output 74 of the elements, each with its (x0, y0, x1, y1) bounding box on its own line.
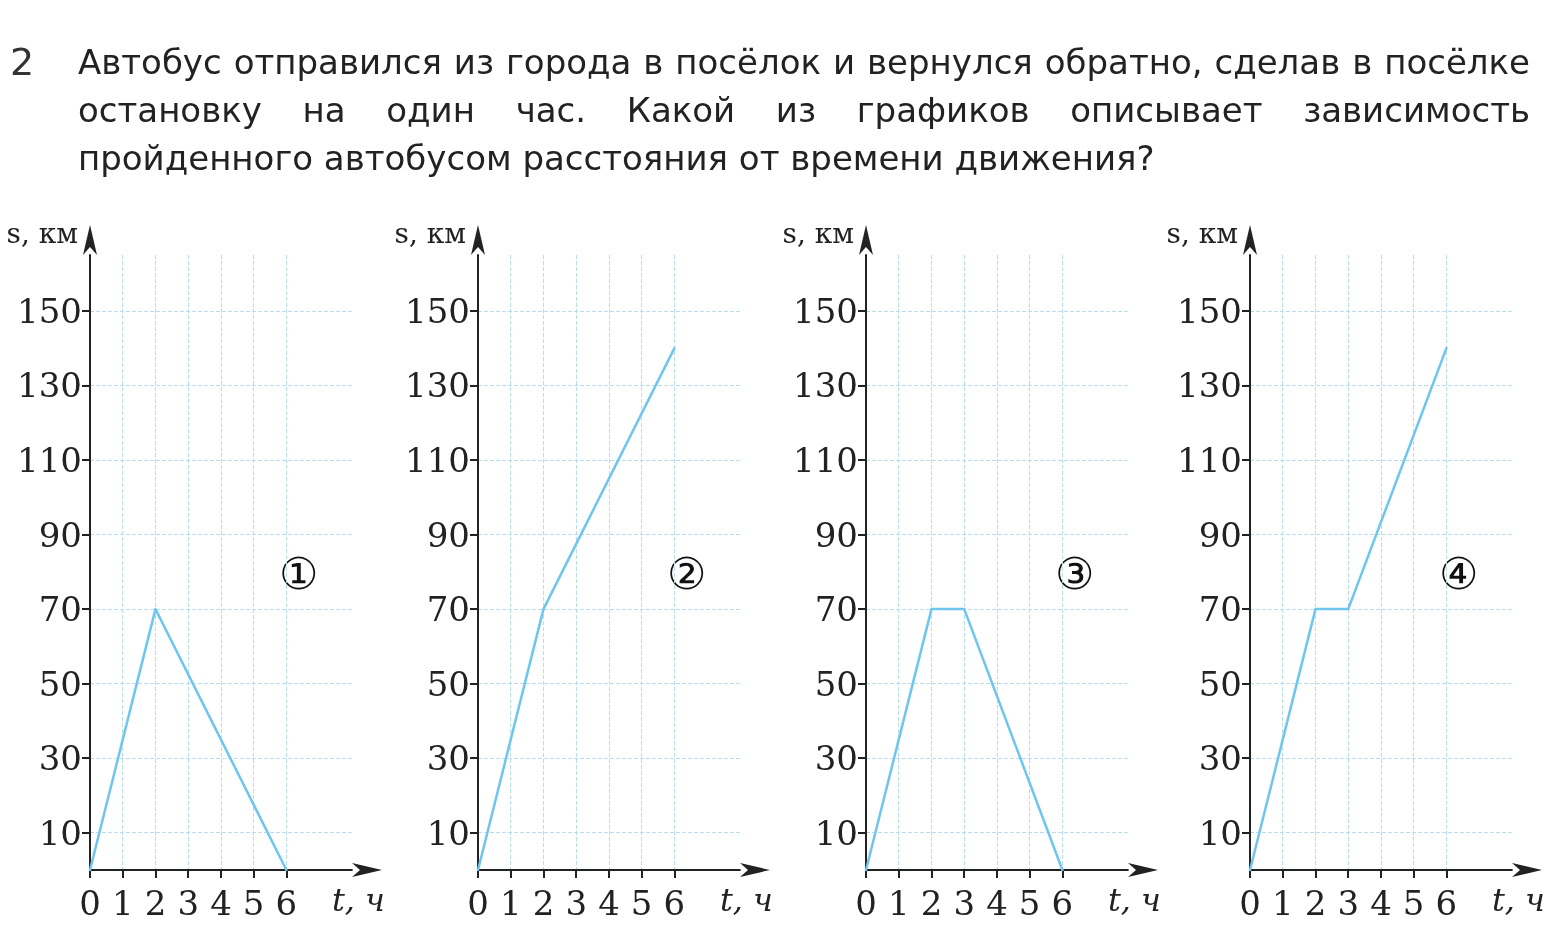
y-tick-label: 150 (1177, 290, 1242, 331)
x-tick-label: 3 (177, 883, 200, 923)
x-tick-label: 5 (242, 883, 265, 923)
y-tick-label: 130 (793, 365, 858, 406)
x-tick-label: 5 (1018, 883, 1041, 923)
x-axis-title: t, ч (1107, 881, 1161, 919)
y-tick-label: 70 (814, 589, 858, 630)
y-tick-label: 50 (1198, 663, 1242, 704)
x-tick-label: 0 (79, 883, 101, 923)
y-tick-label: 90 (1198, 514, 1242, 555)
y-tick-label: 50 (426, 663, 470, 704)
x-tick-label: 0 (1239, 883, 1261, 923)
y-tick-label: 130 (1177, 365, 1242, 406)
y-tick-label: 150 (793, 290, 858, 331)
y-tick-label: 70 (38, 589, 82, 630)
y-tick-label: 10 (426, 812, 470, 853)
y-tick-label: 150 (17, 290, 82, 331)
x-axis-title: t, ч (719, 881, 773, 919)
y-tick-label: 110 (405, 440, 470, 480)
y-tick-label: 90 (814, 514, 858, 555)
x-tick-label: 4 (986, 883, 1008, 923)
y-tick-label: 130 (17, 365, 82, 406)
y-tick-label: 90 (426, 514, 470, 555)
x-tick-label: 0 (855, 883, 877, 923)
x-axis-title: t, ч (331, 881, 385, 919)
x-tick-label: 2 (920, 883, 943, 923)
x-tick-label: 2 (1304, 883, 1327, 923)
y-tick-label: 10 (1198, 812, 1242, 853)
x-tick-label: 1 (887, 883, 910, 923)
y-tick-label: 110 (793, 440, 858, 480)
y-tick-label: 10 (38, 812, 82, 853)
x-tick-label: 1 (499, 883, 522, 923)
y-tick-label: 30 (1198, 738, 1242, 779)
x-tick-label: 0 (467, 883, 489, 923)
x-tick-label: 6 (1435, 883, 1458, 923)
y-tick-label: 70 (1198, 589, 1242, 630)
y-tick-label: 130 (405, 365, 470, 406)
x-tick-label: 6 (1051, 883, 1074, 923)
annotation: ① (279, 547, 318, 599)
y-tick-label: 110 (1177, 440, 1242, 480)
y-tick-label: 30 (814, 738, 858, 779)
x-tick-label: 4 (1370, 883, 1392, 923)
y-tick-label: 90 (38, 514, 82, 555)
x-tick-label: 2 (144, 883, 167, 923)
y-axis-title: s, км (1166, 216, 1238, 250)
y-tick-label: 30 (426, 738, 470, 779)
y-tick-label: 150 (405, 290, 470, 331)
annotation: ③ (1055, 547, 1094, 599)
x-tick-label: 3 (565, 883, 588, 923)
x-axis-title: t, ч (1491, 881, 1545, 919)
y-tick-label: 70 (426, 589, 470, 630)
x-tick-label: 1 (1271, 883, 1294, 923)
x-tick-label: 3 (953, 883, 976, 923)
text: Автобус отправился из города в посёлок и вернулся обратно, сделав в посёлке остановку на один час. Какой из графиков описывает зависимость пройденного автобусом расстояния от времени движения? (78, 41, 1530, 180)
y-tick-label: 10 (814, 812, 858, 853)
annotation: ④ (1439, 547, 1478, 599)
text: 2 (10, 39, 36, 86)
x-tick-label: 6 (663, 883, 686, 923)
x-tick-label: 1 (111, 883, 134, 923)
y-tick-label: 50 (814, 663, 858, 704)
x-tick-label: 2 (532, 883, 555, 923)
x-tick-label: 4 (210, 883, 232, 923)
x-tick-label: 4 (598, 883, 620, 923)
y-tick-label: 30 (38, 738, 82, 779)
x-tick-label: 3 (1337, 883, 1360, 923)
annotation: ② (667, 547, 706, 599)
y-tick-label: 110 (17, 440, 82, 480)
y-axis-title: s, км (782, 216, 854, 250)
x-tick-label: 6 (275, 883, 298, 923)
y-axis-title: s, км (6, 216, 78, 250)
x-tick-label: 5 (1402, 883, 1425, 923)
x-tick-label: 5 (630, 883, 653, 923)
y-tick-label: 50 (38, 663, 82, 704)
y-axis-title: s, км (394, 216, 466, 250)
